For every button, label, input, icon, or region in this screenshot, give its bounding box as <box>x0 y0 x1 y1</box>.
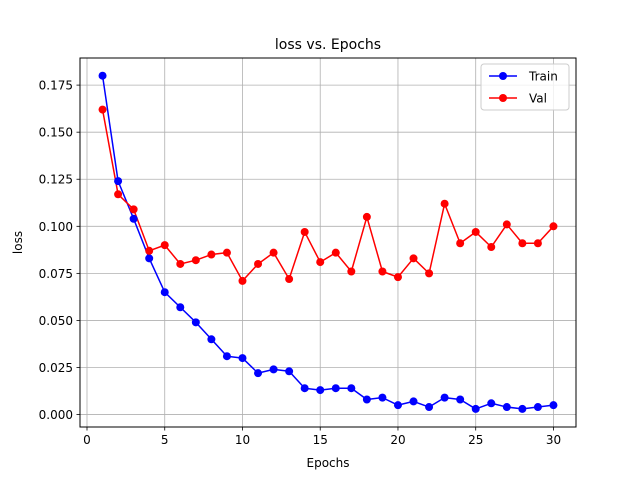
data-point-val <box>378 267 387 276</box>
data-point-train <box>471 404 480 413</box>
data-point-train <box>176 303 185 312</box>
y-tick-label: 0.175 <box>39 79 73 93</box>
legend: Train Val <box>480 63 570 111</box>
y-axis-ticks: 0.000 0.025 0.050 0.075 0.100 0.125 0.150 0.175 <box>39 79 80 422</box>
data-point-train <box>222 352 231 361</box>
data-point-train <box>191 318 200 327</box>
data-point-train <box>269 365 278 374</box>
data-point-train <box>285 367 294 376</box>
data-point-val <box>238 276 247 285</box>
x-axis-label: Epochs <box>307 456 350 470</box>
data-point-val <box>549 222 558 231</box>
chart-title: loss vs. Epochs <box>275 37 381 53</box>
data-point-train <box>456 395 465 404</box>
data-point-train <box>254 369 263 378</box>
grid-lines <box>80 58 576 427</box>
data-point-train <box>207 335 216 344</box>
x-tick-label: 10 <box>235 433 250 447</box>
data-point-val <box>98 105 107 114</box>
data-point-val <box>347 267 356 276</box>
data-point-val <box>393 273 402 282</box>
data-point-val <box>129 205 138 214</box>
y-tick-label: 0.000 <box>39 408 73 422</box>
data-point-val <box>316 258 325 267</box>
data-point-train <box>114 177 123 186</box>
data-point-val <box>285 275 294 284</box>
data-point-val <box>487 243 496 252</box>
data-point-val <box>207 250 216 259</box>
x-tick-label: 30 <box>546 433 561 447</box>
data-point-train <box>440 393 449 402</box>
data-point-train <box>362 395 371 404</box>
x-axis-ticks: 0 5 10 15 20 25 30 <box>83 427 561 447</box>
data-point-train <box>331 384 340 393</box>
data-point-val <box>331 248 340 257</box>
y-axis-label: loss <box>11 231 25 254</box>
x-tick-label: 5 <box>161 433 169 447</box>
data-point-train <box>145 254 154 263</box>
data-point-val <box>425 269 434 278</box>
data-point-train <box>300 384 309 393</box>
x-tick-label: 25 <box>468 433 483 447</box>
data-point-train <box>316 386 325 395</box>
data-point-train <box>533 403 542 412</box>
x-tick-label: 0 <box>83 433 91 447</box>
data-point-val <box>440 199 449 208</box>
data-point-val <box>114 190 123 199</box>
x-tick-label: 15 <box>313 433 328 447</box>
legend-label-val: Val <box>529 92 547 106</box>
y-tick-label: 0.050 <box>39 314 73 328</box>
data-point-val <box>191 256 200 265</box>
data-point-val <box>222 248 231 257</box>
data-point-train <box>238 354 247 363</box>
data-point-val <box>362 212 371 221</box>
series-points <box>98 71 558 413</box>
data-point-train <box>393 401 402 410</box>
data-point-val <box>456 239 465 248</box>
data-point-train <box>98 71 107 80</box>
y-tick-label: 0.075 <box>39 267 73 281</box>
data-point-train <box>487 399 496 408</box>
data-point-val <box>502 220 511 229</box>
data-point-train <box>549 401 558 410</box>
data-point-train <box>502 403 511 412</box>
data-point-train <box>409 397 418 406</box>
y-tick-label: 0.150 <box>39 126 73 140</box>
y-tick-label: 0.025 <box>39 361 73 375</box>
data-point-train <box>425 403 434 412</box>
data-point-train <box>347 384 356 393</box>
legend-marker-val <box>499 94 507 102</box>
data-point-val <box>254 259 263 268</box>
legend-label-train: Train <box>528 70 558 84</box>
data-point-train <box>518 404 527 413</box>
data-point-train <box>378 393 387 402</box>
data-point-val <box>176 259 185 268</box>
y-tick-label: 0.100 <box>39 220 73 234</box>
data-point-train <box>129 214 138 223</box>
data-point-val <box>145 246 154 255</box>
data-point-val <box>300 227 309 236</box>
y-tick-label: 0.125 <box>39 173 73 187</box>
data-point-val <box>471 227 480 236</box>
data-point-val <box>533 239 542 248</box>
data-point-val <box>160 241 169 250</box>
plot-frame <box>79 57 577 428</box>
data-point-val <box>269 248 278 257</box>
data-point-train <box>160 288 169 297</box>
data-point-val <box>409 254 418 263</box>
data-point-val <box>518 239 527 248</box>
legend-marker-train <box>499 72 507 80</box>
x-tick-label: 20 <box>390 433 405 447</box>
